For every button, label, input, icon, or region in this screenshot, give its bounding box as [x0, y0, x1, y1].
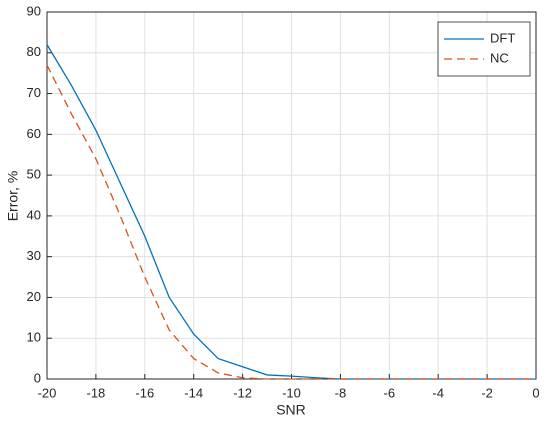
- x-tick-label: -14: [184, 385, 203, 400]
- legend-box: [437, 21, 531, 77]
- y-tick-label: 30: [27, 248, 41, 263]
- legend-label: NC: [490, 50, 509, 65]
- x-tick-label: -20: [38, 385, 57, 400]
- y-tick-label: 10: [27, 330, 41, 345]
- x-tick-label: -16: [135, 385, 154, 400]
- y-tick-label: 40: [27, 207, 41, 222]
- y-tick-label: 0: [34, 370, 41, 385]
- data-line: [46, 64, 536, 380]
- y-tick-label: 80: [27, 44, 41, 59]
- x-tick-label: -10: [282, 385, 301, 400]
- data-line: [46, 44, 536, 380]
- y-tick-label: 20: [27, 289, 41, 304]
- y-tick-label: 60: [27, 126, 41, 141]
- y-tick-label: 70: [27, 85, 41, 100]
- x-tick-label: -2: [481, 385, 493, 400]
- x-tick-label: -6: [384, 385, 396, 400]
- y-tick-label: 50: [27, 167, 41, 182]
- x-tick-label: -4: [432, 385, 444, 400]
- x-tick-label: 0: [532, 385, 539, 400]
- legend-label: DFT: [490, 30, 515, 45]
- y-tick-label: 90: [27, 3, 41, 18]
- x-tick-label: -18: [87, 385, 106, 400]
- x-tick-label: -12: [233, 385, 252, 400]
- x-axis-label: SNR: [276, 402, 306, 418]
- y-axis-label: Error, %: [5, 171, 21, 222]
- x-tick-label: -8: [335, 385, 347, 400]
